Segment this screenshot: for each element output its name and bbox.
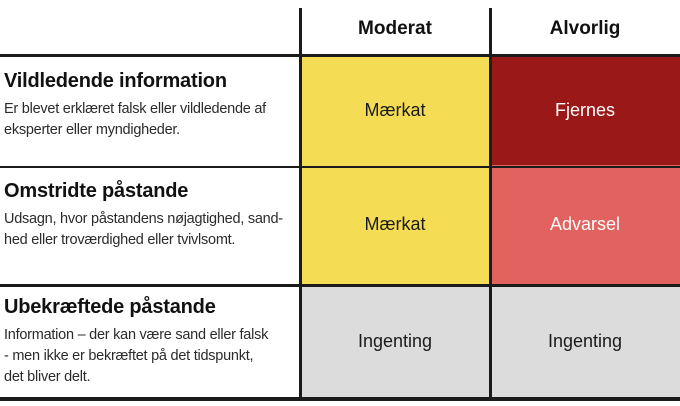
row-label-ubekraeftede-pastande: Ubekræftede påstande Information – der k…	[4, 296, 298, 388]
row-title: Omstridte påstande	[4, 180, 189, 202]
row-label-omstridte-pastande: Omstridte påstande Udsagn, hvor påstande…	[4, 180, 298, 251]
grid-vertical-line	[299, 8, 302, 401]
cell-vildledende-alvorlig: Fjernes	[490, 54, 680, 166]
cell-omstridte-moderat: Mærkat	[300, 165, 490, 284]
cell-vildledende-moderat: Mærkat	[300, 54, 490, 166]
row-description: Udsagn, hvor påstandens nøjagtighed, san…	[4, 211, 283, 248]
cell-ubekraeftede-moderat: Ingenting	[300, 284, 490, 399]
row-title: Vildledende information	[4, 70, 227, 92]
column-header-alvorlig: Alvorlig	[549, 18, 621, 39]
row-description: Er blevet erklæret falsk eller vildleden…	[4, 101, 266, 138]
cell-omstridte-alvorlig: Advarsel	[490, 165, 680, 284]
grid-horizontal-line	[0, 54, 680, 57]
cell-ubekraeftede-alvorlig: Ingenting	[490, 284, 680, 399]
row-title: Ubekræftede påstande	[4, 296, 216, 318]
grid-bottom-line	[0, 397, 680, 401]
row-label-vildledende-information: Vildledende information Er blevet erklær…	[4, 70, 298, 141]
row-description: Information – der kan være sand eller fa…	[4, 327, 269, 385]
grid-horizontal-line	[0, 284, 680, 287]
grid-vertical-line	[489, 8, 492, 401]
column-header-moderat: Moderat	[358, 18, 432, 39]
grid-horizontal-line	[0, 165, 680, 168]
